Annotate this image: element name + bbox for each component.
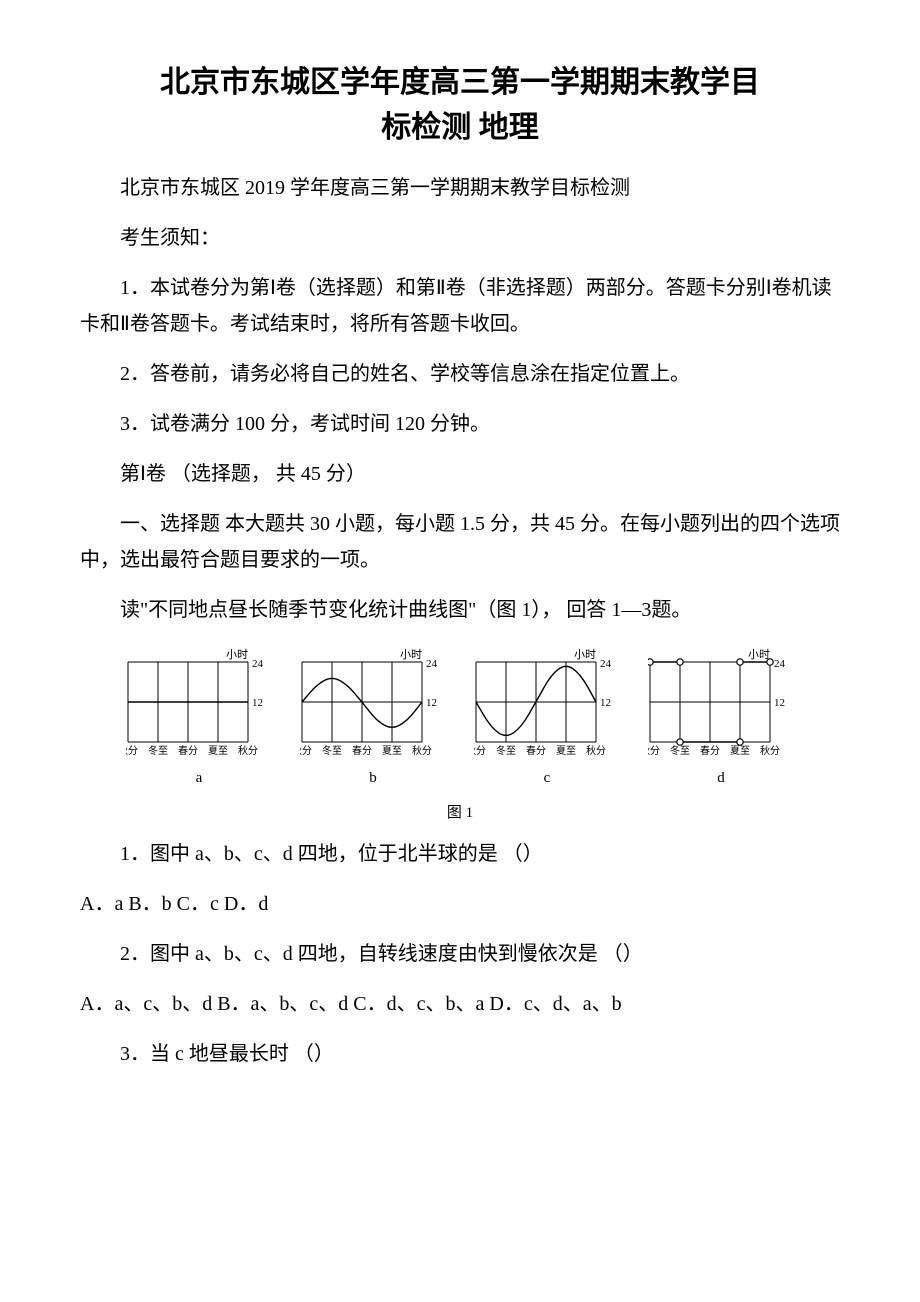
svg-text:秋分: 秋分 [238, 744, 258, 756]
question-1-options: A．a B．b C．c D．d [80, 886, 840, 922]
svg-text:12: 12 [600, 697, 611, 709]
figure-1-panel-b: 小时2412秋分冬至春分夏至秋分b [300, 646, 446, 787]
chart-panel: 小时2412秋分冬至春分夏至秋分 [300, 646, 446, 756]
question-3: 3．当 c 地昼最长时 （） [80, 1036, 840, 1072]
svg-text:春分: 春分 [526, 745, 546, 756]
svg-text:春分: 春分 [352, 745, 372, 756]
svg-text:秋分: 秋分 [586, 744, 606, 756]
svg-text:秋分: 秋分 [760, 744, 780, 756]
chart-panel: 小时2412秋分冬至春分夏至秋分 [474, 646, 620, 756]
title-line-2: 标检测 地理 [381, 111, 539, 144]
svg-text:12: 12 [426, 697, 437, 709]
figure-1-caption: 图 1 [80, 801, 840, 822]
svg-text:夏至: 夏至 [730, 745, 750, 756]
svg-text:夏至: 夏至 [208, 745, 228, 756]
figure-1-panel-d: 小时2412秋分冬至春分夏至秋分d [648, 646, 794, 787]
svg-text:春分: 春分 [178, 745, 198, 756]
svg-text:12: 12 [252, 697, 263, 709]
svg-text:冬至: 冬至 [148, 744, 168, 756]
panel-label: d [717, 770, 725, 787]
instruction-1: 1．本试卷分为第Ⅰ卷（选择题）和第Ⅱ卷（非选择题）两部分。答题卡分别Ⅰ卷机读卡和… [80, 270, 840, 342]
question-1: 1．图中 a、b、c、d 四地，位于北半球的是 （） [80, 836, 840, 872]
svg-text:24: 24 [774, 658, 786, 670]
svg-text:小时: 小时 [574, 648, 596, 661]
svg-text:秋分: 秋分 [300, 744, 312, 756]
svg-text:夏至: 夏至 [556, 745, 576, 756]
svg-text:夏至: 夏至 [382, 745, 402, 756]
svg-text:24: 24 [426, 658, 438, 670]
panel-label: a [196, 770, 203, 787]
svg-text:秋分: 秋分 [412, 744, 432, 756]
svg-text:秋分: 秋分 [126, 744, 138, 756]
subtitle: 北京市东城区 2019 学年度高三第一学期期末教学目标检测 [80, 170, 840, 206]
chart-panel: 小时2412秋分冬至春分夏至秋分 [648, 646, 794, 756]
question-2: 2．图中 a、b、c、d 四地，自转线速度由快到慢依次是 （） [80, 936, 840, 972]
figure-1-panel-c: 小时2412秋分冬至春分夏至秋分c [474, 646, 620, 787]
svg-text:小时: 小时 [226, 648, 248, 661]
figure-1-panel-a: 小时2412秋分冬至春分夏至秋分a [126, 646, 272, 787]
svg-text:12: 12 [774, 697, 785, 709]
figure-1-panels: 小时2412秋分冬至春分夏至秋分a小时2412秋分冬至春分夏至秋分b小时2412… [80, 646, 840, 787]
figure-1: 小时2412秋分冬至春分夏至秋分a小时2412秋分冬至春分夏至秋分b小时2412… [80, 646, 840, 822]
svg-text:秋分: 秋分 [474, 744, 486, 756]
chart-panel: 小时2412秋分冬至春分夏至秋分 [126, 646, 272, 756]
svg-text:小时: 小时 [748, 648, 770, 661]
svg-text:24: 24 [600, 658, 612, 670]
svg-text:秋分: 秋分 [648, 744, 660, 756]
panel-label: b [369, 770, 377, 787]
instruction-3: 3．试卷满分 100 分，考试时间 120 分钟。 [80, 406, 840, 442]
section-1-heading: 第Ⅰ卷 （选择题， 共 45 分） [80, 456, 840, 492]
svg-text:冬至: 冬至 [670, 744, 690, 756]
section-1-desc: 一、选择题 本大题共 30 小题，每小题 1.5 分，共 45 分。在每小题列出… [80, 506, 840, 578]
figure-prompt: 读"不同地点昼长随季节变化统计曲线图"（图 1）， 回答 1—3题。 [80, 592, 840, 628]
question-2-options: A．a、c、b、d B．a、b、c、d C．d、c、b、a D．c、d、a、b [80, 986, 840, 1022]
notice-heading: 考生须知： [80, 220, 840, 256]
panel-label: c [544, 770, 551, 787]
svg-text:春分: 春分 [700, 745, 720, 756]
svg-text:24: 24 [252, 658, 264, 670]
page-title: 北京市东城区学年度高三第一学期期末教学目 标检测 地理 [80, 60, 840, 150]
svg-text:小时: 小时 [400, 648, 422, 661]
svg-text:冬至: 冬至 [322, 744, 342, 756]
instruction-2: 2．答卷前，请务必将自己的姓名、学校等信息涂在指定位置上。 [80, 356, 840, 392]
title-line-1: 北京市东城区学年度高三第一学期期末教学目 [160, 66, 760, 99]
svg-text:冬至: 冬至 [496, 744, 516, 756]
